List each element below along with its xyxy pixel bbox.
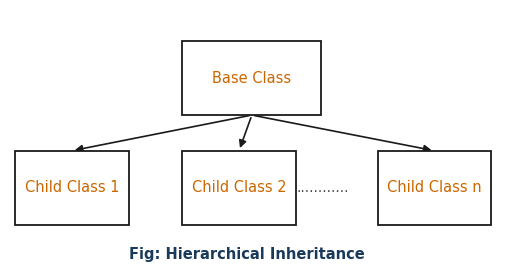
Text: ............: ............ [296,181,348,195]
Text: Child Class 1: Child Class 1 [25,180,119,195]
FancyBboxPatch shape [182,41,321,115]
FancyBboxPatch shape [378,151,491,225]
Text: Fig: Hierarchical Inheritance: Fig: Hierarchical Inheritance [129,247,364,262]
Text: Child Class n: Child Class n [387,180,482,195]
Text: Base Class: Base Class [212,71,291,85]
FancyBboxPatch shape [182,151,296,225]
FancyBboxPatch shape [15,151,128,225]
Text: Child Class 2: Child Class 2 [192,180,286,195]
